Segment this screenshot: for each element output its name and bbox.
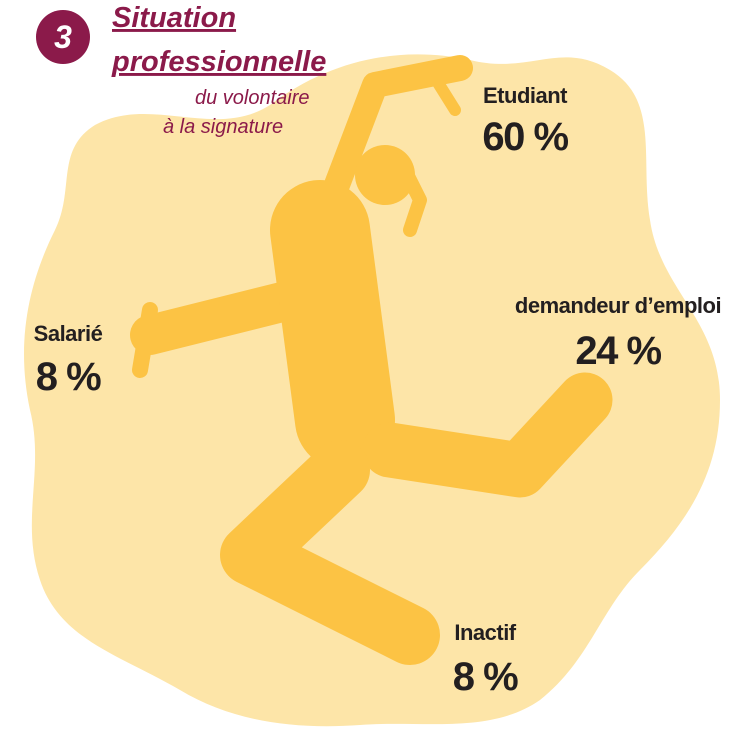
item-label: Salarié bbox=[34, 321, 103, 346]
item-label: Inactif bbox=[454, 620, 516, 645]
item-value: 24 % bbox=[575, 329, 661, 373]
item-value: 8 % bbox=[36, 355, 101, 399]
dancer-silhouette bbox=[130, 55, 613, 665]
item-label: demandeur d’emploi bbox=[515, 293, 721, 318]
title: Situation bbox=[112, 2, 236, 34]
item-value: 60 % bbox=[482, 115, 568, 159]
item-label: Etudiant bbox=[483, 83, 568, 108]
badge bbox=[36, 10, 90, 64]
subtitle: du volontaire bbox=[195, 87, 310, 109]
badge-number: 3 bbox=[54, 19, 72, 55]
item-value: 8 % bbox=[453, 655, 518, 699]
subtitle: à la signature bbox=[163, 116, 283, 138]
title: professionnelle bbox=[111, 46, 326, 78]
